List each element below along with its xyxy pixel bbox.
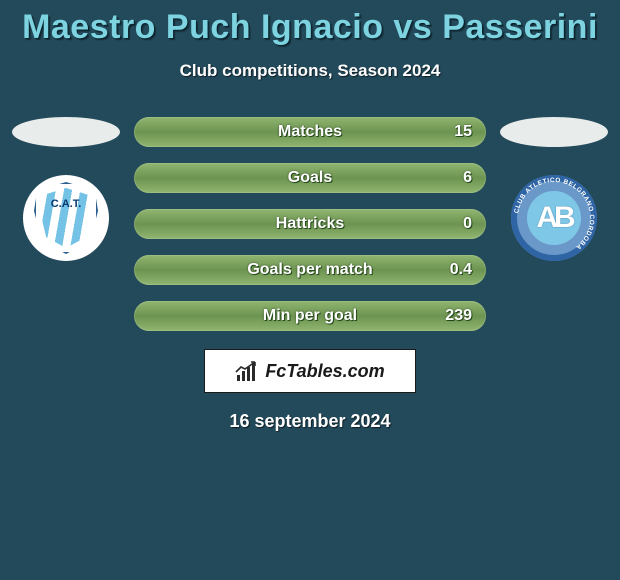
stat-row: Min per goal 239	[134, 301, 486, 331]
stat-value: 0	[463, 215, 472, 233]
stat-value: 239	[445, 307, 472, 325]
snapshot-date: 16 september 2024	[0, 411, 620, 432]
stat-label: Min per goal	[263, 307, 357, 325]
main-row: C.A.T. Matches 15 Goals 6 Hattricks 0	[0, 117, 620, 331]
stat-value: 6	[463, 169, 472, 187]
stat-row: Hattricks 0	[134, 209, 486, 239]
page-title: Maestro Puch Ignacio vs Passerini	[0, 8, 620, 47]
stat-value: 0.4	[450, 261, 472, 279]
right-player-avatar-placeholder	[500, 117, 608, 147]
subtitle: Club competitions, Season 2024	[0, 61, 620, 81]
right-player-column: CLUB ATLETICO BELGRANO CORDOBA AB	[494, 117, 614, 261]
stat-label: Goals	[288, 169, 332, 187]
attribution-box[interactable]: FcTables.com	[204, 349, 416, 393]
comparison-card: Maestro Puch Ignacio vs Passerini Club c…	[0, 0, 620, 432]
fctables-chart-icon	[235, 361, 259, 381]
stat-label: Matches	[278, 123, 342, 141]
attribution-text: FcTables.com	[265, 361, 384, 382]
left-player-column: C.A.T.	[6, 117, 126, 261]
stat-label: Goals per match	[247, 261, 372, 279]
stats-column: Matches 15 Goals 6 Hattricks 0 Goals per…	[126, 117, 494, 331]
badge-inner-icon: AB	[527, 191, 581, 245]
stat-row: Matches 15	[134, 117, 486, 147]
cat-shield-icon: C.A.T.	[34, 182, 98, 254]
stat-label: Hattricks	[276, 215, 344, 233]
right-club-badge: CLUB ATLETICO BELGRANO CORDOBA AB	[511, 175, 597, 261]
stat-value: 15	[454, 123, 472, 141]
left-club-badge: C.A.T.	[23, 175, 109, 261]
right-club-monogram: AB	[536, 201, 571, 235]
stat-row: Goals 6	[134, 163, 486, 193]
stat-row: Goals per match 0.4	[134, 255, 486, 285]
left-player-avatar-placeholder	[12, 117, 120, 147]
left-club-short: C.A.T.	[36, 198, 96, 210]
